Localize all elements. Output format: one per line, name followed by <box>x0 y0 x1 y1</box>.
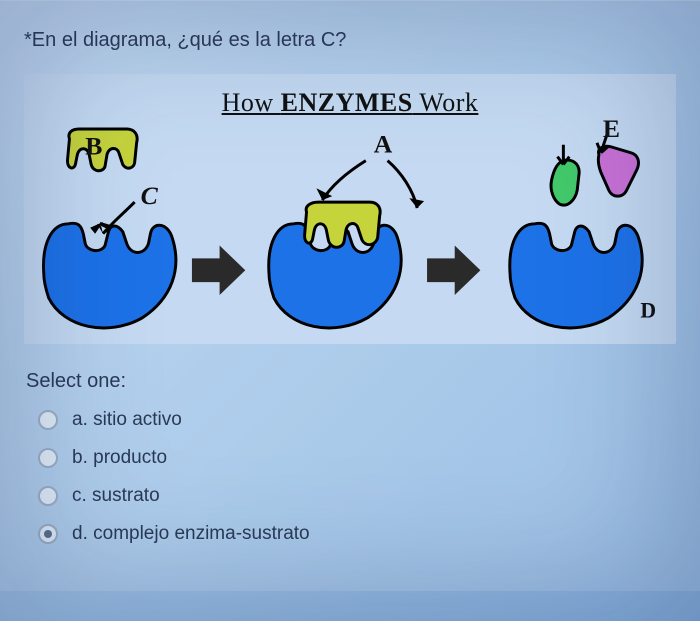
options-group: a. sitio activo b. producto c. sustrato … <box>24 409 676 545</box>
option-d[interactable]: d. complejo enzima-sustrato <box>38 523 676 545</box>
label-e: E <box>603 114 620 143</box>
radio-icon[interactable] <box>38 448 58 468</box>
question-card: *En el diagrama, ¿qué es la letra C? How… <box>0 0 700 591</box>
enzyme-diagram: How ENZYMES Work B C <box>24 74 676 344</box>
option-b-label: b. producto <box>72 447 167 469</box>
flow-arrow-2 <box>427 246 480 295</box>
option-c[interactable]: c. sustrato <box>38 485 676 507</box>
product-purple <box>598 146 638 196</box>
option-b[interactable]: b. producto <box>38 447 676 469</box>
radio-icon[interactable] <box>38 524 58 544</box>
substrate-docked <box>305 202 381 247</box>
question-text: *En el diagrama, ¿qué es la letra C? <box>24 29 676 52</box>
option-c-label: c. sustrato <box>72 485 160 507</box>
diagram-svg: B C A <box>24 74 676 344</box>
option-a-label: a. sitio activo <box>72 409 182 431</box>
radio-dot-icon <box>44 530 52 538</box>
option-d-label: d. complejo enzima-sustrato <box>72 523 310 545</box>
label-c: C <box>141 181 159 210</box>
enzyme-shape-1 <box>44 223 176 328</box>
radio-icon[interactable] <box>38 486 58 506</box>
question-asterisk: * <box>24 29 32 51</box>
question-body: En el diagrama, ¿qué es la letra C? <box>32 29 347 51</box>
arrow-a-right-head <box>409 198 424 208</box>
flow-arrow-1 <box>192 246 245 295</box>
label-a: A <box>374 130 393 159</box>
enzyme-shape-3 <box>510 223 642 328</box>
product-green <box>551 160 579 205</box>
label-b: B <box>85 132 102 161</box>
arrow-a-left <box>322 161 365 201</box>
select-one-label: Select one: <box>26 370 676 393</box>
label-d: D <box>640 299 656 323</box>
option-a[interactable]: a. sitio activo <box>38 409 676 431</box>
radio-icon[interactable] <box>38 410 58 430</box>
